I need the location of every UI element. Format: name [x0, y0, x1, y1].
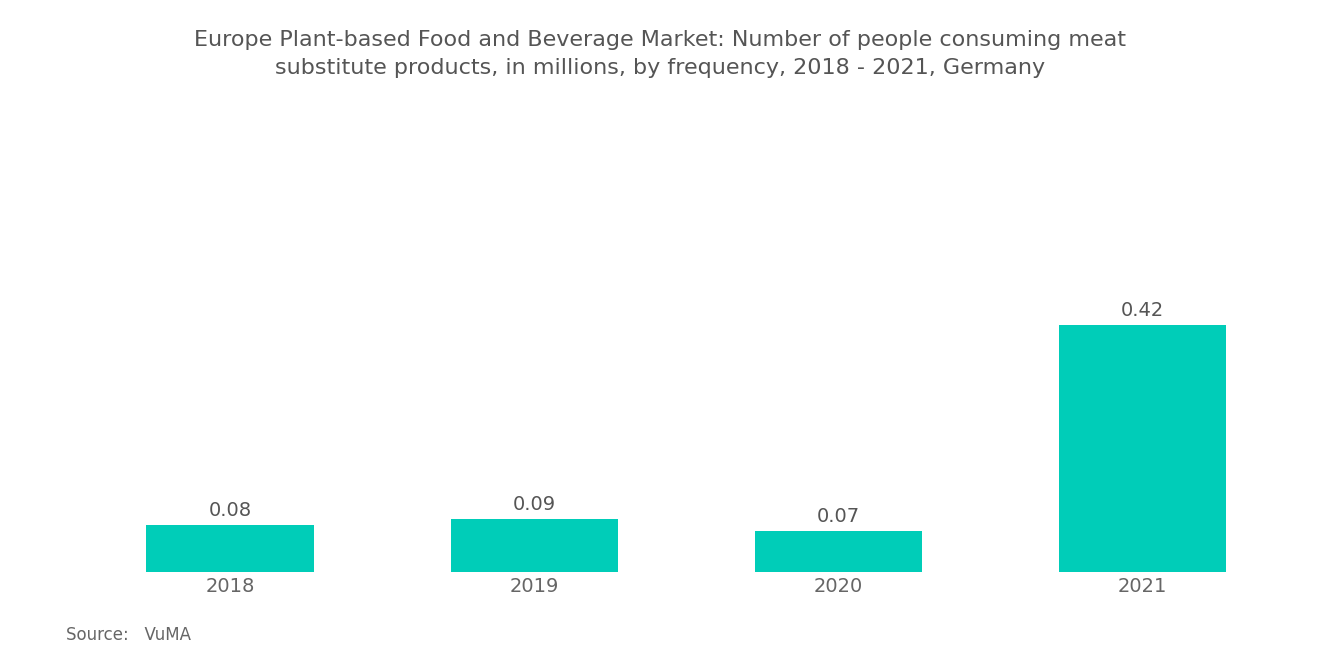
- Bar: [1059, 325, 1226, 572]
- Text: Europe Plant-based Food and Beverage Market: Number of people consuming meat
sub: Europe Plant-based Food and Beverage Mar…: [194, 30, 1126, 78]
- Text: 0.09: 0.09: [512, 495, 556, 514]
- Bar: [755, 531, 923, 572]
- Text: 0.07: 0.07: [817, 507, 861, 526]
- Bar: [450, 519, 618, 572]
- Text: 0.08: 0.08: [209, 501, 252, 520]
- Text: 0.42: 0.42: [1121, 301, 1164, 320]
- Text: Source:   VuMA: Source: VuMA: [66, 626, 191, 644]
- Bar: [147, 525, 314, 572]
